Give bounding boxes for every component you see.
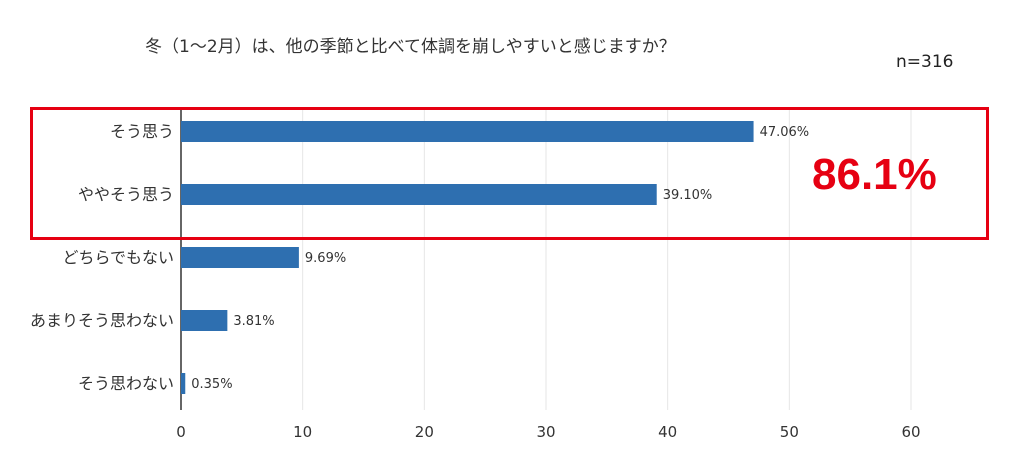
bar xyxy=(181,247,299,268)
x-tick-label: 20 xyxy=(415,423,434,441)
data-label: 47.06% xyxy=(760,125,810,140)
category-label: そう思う xyxy=(110,122,174,141)
x-tick-label: 40 xyxy=(658,423,677,441)
bar xyxy=(181,373,186,394)
bar xyxy=(181,184,657,205)
annotation-total: 86.1% xyxy=(812,150,937,199)
category-label: どちらでもない xyxy=(62,248,174,267)
chart-title: 冬（1〜2月）は、他の季節と比べて体調を崩しやすいと感じますか？ xyxy=(145,37,676,57)
bar xyxy=(181,121,754,142)
data-label: 3.81% xyxy=(233,314,274,329)
data-label: 0.35% xyxy=(191,377,232,392)
sample-size: n=316 xyxy=(896,52,954,72)
highlight-box xyxy=(30,107,989,240)
x-tick-label: 60 xyxy=(901,423,920,441)
x-tick-label: 50 xyxy=(780,423,799,441)
data-label: 39.10% xyxy=(663,188,713,203)
data-label: 9.69% xyxy=(305,251,346,266)
category-label: あまりそう思わない xyxy=(30,311,174,330)
x-tick-label: 30 xyxy=(536,423,555,441)
category-label: そう思わない xyxy=(78,374,174,393)
bar xyxy=(181,310,228,331)
category-label: ややそう思う xyxy=(78,185,174,204)
x-tick-label: 0 xyxy=(176,423,186,441)
x-tick-label: 10 xyxy=(293,423,312,441)
